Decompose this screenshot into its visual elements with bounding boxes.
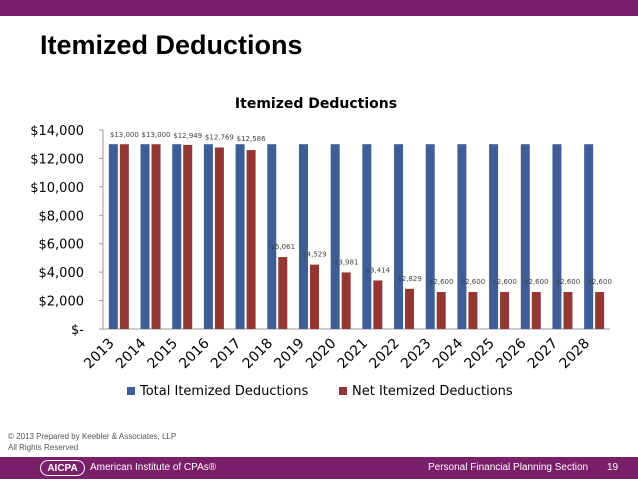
footer-organization: American Institute of CPAs® bbox=[90, 462, 217, 473]
x-tick-label-2014: 2014 bbox=[113, 335, 150, 372]
y-tick-label: $6,000 bbox=[39, 238, 85, 253]
total-deduction-bar-2024 bbox=[457, 144, 467, 329]
x-tick-label-2023: 2023 bbox=[398, 336, 435, 373]
data-label-2014: $13,000 bbox=[142, 131, 171, 139]
net-deduction-bar-2023 bbox=[436, 292, 446, 329]
total-deduction-bar-2019 bbox=[298, 144, 308, 329]
net-deduction-bar-2028 bbox=[595, 292, 605, 329]
total-deduction-bar-2026 bbox=[520, 144, 530, 329]
total-deduction-bar-2022 bbox=[394, 144, 404, 329]
data-label-2019: $4,529 bbox=[302, 251, 327, 259]
data-label-2027: $2,600 bbox=[556, 278, 581, 286]
page-number: 19 bbox=[607, 462, 619, 473]
net-deduction-bar-2013 bbox=[119, 144, 129, 329]
footer-bar: AICPA American Institute of CPAs® Person… bbox=[0, 457, 638, 479]
data-label-2017: $12,586 bbox=[237, 135, 266, 143]
total-deduction-bar-2020 bbox=[330, 144, 340, 329]
data-label-2018: $5,061 bbox=[271, 243, 296, 251]
y-tick-label: $2,000 bbox=[39, 295, 85, 310]
top-banner bbox=[0, 0, 638, 16]
net-deduction-bar-2026 bbox=[531, 292, 541, 329]
chart-title: Itemized Deductions bbox=[235, 96, 397, 112]
total-deduction-bar-2017 bbox=[235, 144, 245, 329]
y-tick-label: $8,000 bbox=[39, 209, 85, 224]
copyright-line: © 2013 Prepared by Keebler & Associates,… bbox=[8, 432, 177, 441]
net-deduction-bar-2016 bbox=[214, 147, 224, 329]
net-deduction-bar-2014 bbox=[151, 144, 161, 329]
y-tick-label: $- bbox=[71, 323, 84, 338]
net-deduction-bar-2021 bbox=[373, 280, 383, 329]
y-tick-label: $4,000 bbox=[39, 266, 85, 281]
net-deduction-bar-2015 bbox=[183, 144, 193, 329]
total-deduction-bar-2028 bbox=[584, 144, 594, 329]
x-tick-label-2026: 2026 bbox=[493, 335, 530, 372]
data-label-2021: $3,414 bbox=[366, 266, 391, 274]
total-deduction-bar-2021 bbox=[362, 144, 372, 329]
y-tick-label: $10,000 bbox=[30, 181, 84, 196]
total-deduction-bar-2016 bbox=[203, 144, 213, 329]
net-deduction-bar-2025 bbox=[500, 292, 510, 329]
footer-section: Personal Financial Planning Section bbox=[428, 462, 589, 473]
legend-label-total: Total Itemized Deductions bbox=[139, 384, 308, 399]
data-label-2028: $2,600 bbox=[587, 278, 612, 286]
x-tick-label-2018: 2018 bbox=[240, 336, 277, 373]
data-label-2020: $3,981 bbox=[334, 258, 359, 266]
x-tick-label-2015: 2015 bbox=[145, 336, 182, 373]
total-deduction-bar-2015 bbox=[172, 144, 182, 329]
data-label-2025: $2,600 bbox=[492, 278, 517, 286]
data-label-2016: $12,769 bbox=[205, 134, 234, 142]
x-tick-label-2019: 2019 bbox=[271, 336, 308, 373]
x-tick-label-2013: 2013 bbox=[81, 336, 118, 373]
aicpa-logo: AICPA bbox=[40, 460, 85, 476]
total-deduction-bar-2025 bbox=[489, 144, 499, 329]
x-tick-label-2017: 2017 bbox=[208, 336, 245, 373]
x-tick-label-2024: 2024 bbox=[430, 335, 467, 372]
legend-label-net: Net Itemized Deductions bbox=[352, 384, 513, 399]
net-deduction-bar-2017 bbox=[246, 150, 256, 329]
net-deduction-bar-2022 bbox=[405, 288, 415, 329]
data-label-2013: $13,000 bbox=[110, 131, 139, 139]
net-deduction-bar-2018 bbox=[278, 257, 288, 329]
rights-line: All Rights Reserved bbox=[8, 443, 79, 452]
net-deduction-bar-2027 bbox=[563, 292, 573, 329]
net-deduction-bar-2019 bbox=[309, 264, 319, 329]
x-tick-label-2028: 2028 bbox=[556, 336, 593, 373]
total-deduction-bar-2013 bbox=[108, 144, 118, 329]
copyright-notice: © 2013 Prepared by Keebler & Associates,… bbox=[8, 431, 176, 453]
x-tick-label-2021: 2021 bbox=[335, 336, 372, 373]
legend-swatch-total bbox=[127, 387, 135, 395]
x-tick-label-2016: 2016 bbox=[176, 335, 213, 372]
data-label-2015: $12,949 bbox=[173, 132, 202, 140]
y-tick-label: $14,000 bbox=[30, 124, 84, 139]
y-tick-label: $12,000 bbox=[30, 152, 84, 167]
x-tick-label-2027: 2027 bbox=[525, 336, 562, 373]
slide-title: Itemized Deductions bbox=[40, 30, 303, 60]
net-deduction-bar-2020 bbox=[341, 272, 351, 329]
net-deduction-bar-2024 bbox=[468, 292, 478, 329]
data-label-2026: $2,600 bbox=[524, 278, 549, 286]
x-tick-label-2022: 2022 bbox=[366, 336, 403, 373]
legend-swatch-net bbox=[339, 387, 347, 395]
total-deduction-bar-2014 bbox=[140, 144, 150, 329]
data-label-2022: $2,829 bbox=[397, 275, 422, 283]
data-label-2023: $2,600 bbox=[429, 278, 454, 286]
data-label-2024: $2,600 bbox=[461, 278, 486, 286]
total-deduction-bar-2023 bbox=[425, 144, 435, 329]
x-tick-label-2025: 2025 bbox=[461, 336, 498, 373]
x-tick-label-2020: 2020 bbox=[303, 336, 340, 373]
total-deduction-bar-2027 bbox=[552, 144, 562, 329]
total-deduction-bar-2018 bbox=[267, 144, 277, 329]
